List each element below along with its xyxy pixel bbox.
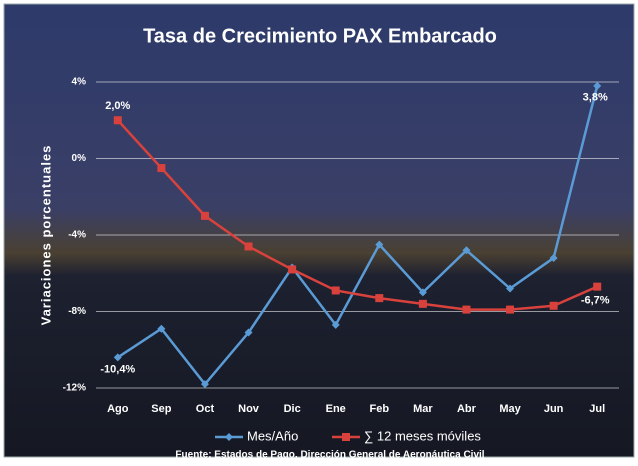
- x-tick-label: May: [499, 403, 521, 415]
- x-tick-label: Feb: [370, 403, 390, 415]
- marker: [506, 306, 514, 314]
- marker: [462, 306, 470, 314]
- marker: [114, 116, 122, 124]
- marker: [419, 300, 427, 308]
- marker: [375, 294, 383, 302]
- legend-label: Mes/Año: [247, 428, 298, 443]
- chart: Tasa de Crecimiento PAX Embarcado Variac…: [0, 0, 638, 461]
- marker: [288, 265, 296, 273]
- x-tick-label: Dic: [284, 403, 301, 415]
- marker: [550, 302, 558, 310]
- marker: [157, 164, 165, 172]
- marker: [342, 433, 350, 441]
- chart-title: Tasa de Crecimiento PAX Embarcado: [143, 25, 497, 47]
- y-tick-label: 4%: [72, 77, 87, 88]
- data-label: 2,0%: [105, 100, 130, 112]
- x-tick-label: Nov: [238, 403, 260, 415]
- x-tick-label: Sep: [151, 403, 171, 415]
- marker: [245, 242, 253, 250]
- x-tick-label: Jul: [589, 403, 605, 415]
- x-tick-label: Mar: [413, 403, 433, 415]
- background: [4, 4, 634, 457]
- x-tick-label: Ago: [107, 403, 129, 415]
- y-tick-label: -12%: [63, 383, 86, 394]
- data-label: -6,7%: [581, 295, 610, 307]
- y-tick-label: -8%: [68, 306, 86, 317]
- x-tick-label: Ene: [326, 403, 346, 415]
- marker: [201, 212, 209, 220]
- x-tick-label: Jun: [544, 403, 564, 415]
- y-tick-label: -4%: [68, 230, 86, 241]
- source: Fuente: Estados de Pago, Dirección Gener…: [175, 450, 484, 461]
- y-axis-label: Variaciones porcentuales: [38, 145, 53, 326]
- data-label: -10,4%: [100, 363, 135, 375]
- x-tick-label: Abr: [457, 403, 477, 415]
- marker: [593, 283, 601, 291]
- marker: [332, 286, 340, 294]
- legend-label: ∑ 12 meses móviles: [364, 428, 481, 443]
- x-tick-label: Oct: [196, 403, 215, 415]
- y-tick-label: 0%: [72, 153, 87, 164]
- data-label: 3,8%: [583, 92, 608, 104]
